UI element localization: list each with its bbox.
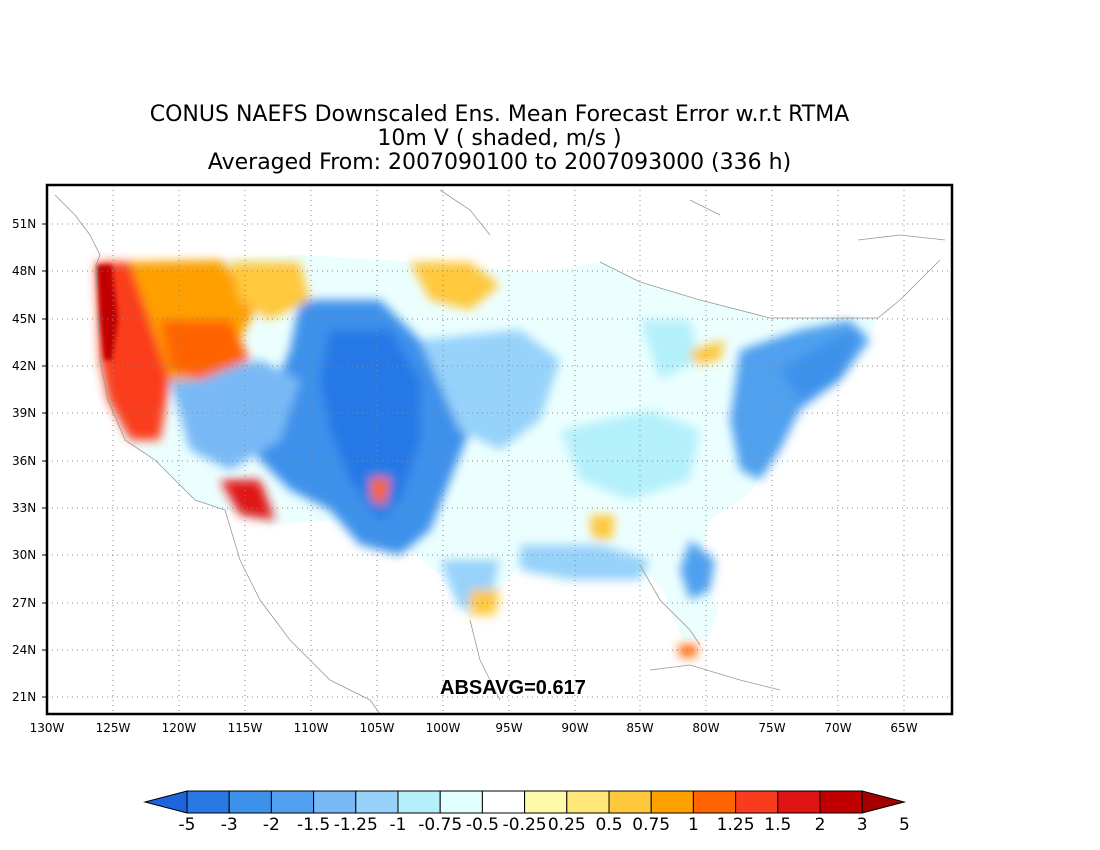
lon-label-125w: 125W (96, 721, 131, 735)
colorbar-label: 0.5 (595, 815, 622, 835)
colorbar-label: -0.5 (466, 815, 499, 835)
colorbar-label: -0.75 (418, 815, 462, 835)
absavg-annotation: ABSAVG=0.617 (440, 677, 586, 699)
colorbar-label: 2 (815, 815, 826, 835)
lat-label-45n: 45N (12, 312, 36, 326)
lon-label-85w: 85W (626, 721, 653, 735)
colorbar-segment (313, 790, 357, 814)
colorbar-segment (608, 790, 652, 814)
colorbar-segment (397, 790, 441, 814)
colorbar-upper-extension (861, 790, 907, 814)
map-title-line-2: 10m V ( shaded, m/s ) (377, 126, 622, 151)
colorbar-label: -3 (221, 815, 238, 835)
axis-ticks (42, 223, 47, 698)
lat-label-39n: 39N (12, 406, 36, 420)
colorbar-label: 1.5 (764, 815, 791, 835)
colorbar-segment (481, 790, 526, 814)
colorbar-label: -1 (390, 815, 407, 835)
lon-label-105w: 105W (360, 721, 395, 735)
colorbar-segment (186, 790, 230, 814)
colorbar-label: 3 (857, 815, 868, 835)
colorbar-segment (228, 790, 272, 814)
colorbar-label: 1 (688, 815, 699, 835)
colorbar-segment (524, 790, 568, 814)
lon-label-95w: 95W (495, 721, 522, 735)
lon-label-75w: 75W (758, 721, 785, 735)
lat-label-21n: 21N (12, 690, 36, 704)
lon-label-115w: 115W (228, 721, 263, 735)
colorbar-segment (819, 790, 863, 814)
colorbar-segment (777, 790, 821, 814)
lon-label-90w: 90W (561, 721, 588, 735)
colorbar-segment (735, 790, 779, 814)
colorbar: -5 -3 -2 -1.5 -1.25 -1 -0.75 -0.5 -0.25 0.25 0.5 0.… (143, 790, 910, 835)
colorbar-segment (439, 790, 483, 814)
map-frame (45, 183, 954, 716)
lon-label-120w: 120W (162, 721, 197, 735)
colorbar-segment (270, 790, 315, 814)
colorbar-label: -2 (263, 815, 280, 835)
colorbar-lower-extension (143, 790, 188, 814)
latitude-labels: 51N 48N 45N 42N 39N 36N 33N 30N 27N 24N … (12, 217, 36, 704)
field-shading (96, 255, 878, 657)
colorbar-label: -1.25 (334, 815, 378, 835)
lat-label-30n: 30N (12, 548, 36, 562)
colorbar-segment (692, 790, 737, 814)
lon-label-80w: 80W (692, 721, 719, 735)
colorbar-label: -0.25 (503, 815, 547, 835)
lat-label-24n: 24N (12, 643, 36, 657)
lat-label-51n: 51N (12, 217, 36, 231)
lat-label-42n: 42N (12, 359, 36, 373)
lon-label-65w: 65W (890, 721, 917, 735)
lon-label-130w: 130W (30, 721, 65, 735)
lat-label-27n: 27N (12, 596, 36, 610)
colorbar-label: 1.25 (717, 815, 755, 835)
colorbar-label: 5 (899, 815, 910, 835)
lat-label-48n: 48N (12, 264, 36, 278)
lat-label-36n: 36N (12, 454, 36, 468)
colorbar-segment (650, 790, 694, 814)
colorbar-label: -1.5 (297, 815, 330, 835)
colorbar-segment (566, 790, 610, 814)
lon-label-100w: 100W (426, 721, 461, 735)
lon-label-70w: 70W (824, 721, 851, 735)
graticule (47, 185, 952, 714)
colorbar-label: -5 (179, 815, 196, 835)
lon-label-110w: 110W (294, 721, 329, 735)
colorbar-segment (355, 790, 399, 814)
longitude-labels: 130W 125W 120W 115W 110W 105W 100W 95W 9… (30, 721, 918, 735)
colorbar-label: 0.25 (548, 815, 586, 835)
map-title-line-3: Averaged From: 2007090100 to 2007093000 … (207, 150, 792, 175)
map-title-line-1: CONUS NAEFS Downscaled Ens. Mean Forecas… (149, 102, 850, 127)
lat-label-33n: 33N (12, 501, 36, 515)
colorbar-label: 0.75 (632, 815, 670, 835)
coastlines (54, 189, 946, 714)
